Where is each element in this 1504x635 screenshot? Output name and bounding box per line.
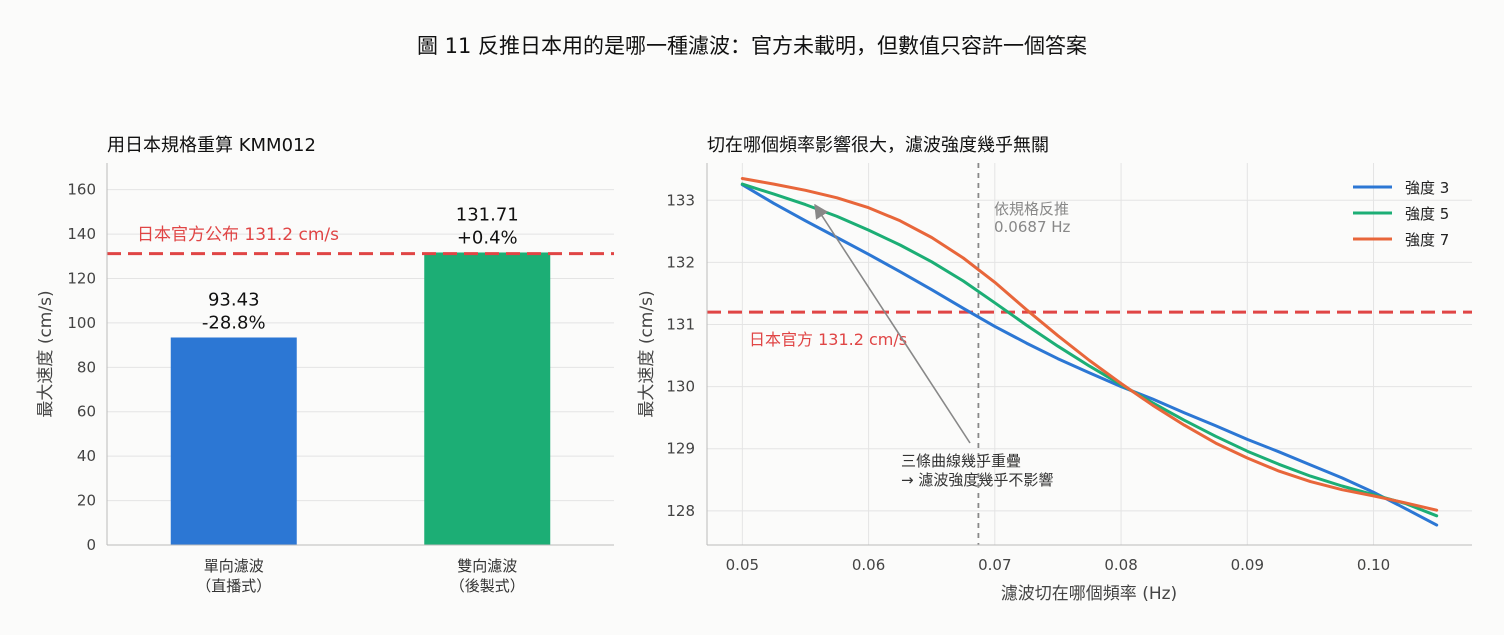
annotation-arrow (814, 203, 971, 444)
left-x-tick-label: 雙向濾波 (457, 557, 517, 575)
left-y-tick-label: 60 (77, 403, 96, 421)
right-y-tick-labels: 128 129 130 131 132 133 (666, 191, 695, 520)
right-x-tick-label: 0.08 (1104, 556, 1137, 574)
left-y-tick-label: 20 (77, 492, 96, 510)
right-y-tick-label: 130 (666, 378, 695, 396)
bar (424, 252, 551, 546)
left-y-tick-label: 160 (67, 181, 96, 199)
right-y-tick-label: 133 (666, 191, 695, 209)
left-panel-title: 用日本規格重算 KMM012 (107, 135, 316, 156)
left-y-tick-label: 140 (67, 225, 96, 243)
left-y-axis-label: 最大速度 (cm/s) (36, 290, 56, 417)
left-y-tick-label: 0 (86, 536, 96, 554)
right-x-tick-label: 0.09 (1231, 556, 1264, 574)
bar-percent-label: +0.4% (457, 227, 518, 248)
cutoff-label-line-1: 依規格反推 (994, 200, 1069, 218)
right-panel-title: 切在哪個頻率影響很大，濾波強度幾乎無關 (707, 135, 1049, 156)
series-line-strength-3 (740, 183, 1439, 527)
right-x-tick-label: 0.10 (1357, 556, 1390, 574)
legend-label: 強度 3 (1405, 179, 1449, 197)
right-y-tick-label: 129 (666, 440, 695, 458)
left-y-tick-labels: 0 20 40 60 80 100 120 140 160 (67, 181, 96, 554)
legend-label: 強度 5 (1405, 205, 1449, 223)
left-y-tick-label: 100 (67, 314, 96, 332)
right-x-tick-labels: 0.05 0.06 0.07 0.08 0.09 0.10 (726, 556, 1391, 574)
left-y-tick-label: 80 (77, 358, 96, 376)
figure-title: 圖 11 反推日本用的是哪一種濾波：官方未載明，但數值只容許一個答案 (416, 34, 1088, 58)
right-y-tick-label: 128 (666, 502, 695, 520)
official-reference-label: 日本官方公布 131.2 cm/s (137, 225, 339, 245)
right-y-tick-label: 132 (666, 253, 695, 271)
bar (170, 337, 297, 545)
right-x-tick-label: 0.07 (978, 556, 1011, 574)
series-line-strength-5 (740, 182, 1439, 518)
right-y-axis-label: 最大速度 (cm/s) (637, 290, 657, 417)
cutoff-label-line-2: 0.0687 Hz (994, 218, 1071, 236)
left-x-tick-sublabel: （後製式） (450, 577, 525, 595)
right-x-tick-label: 0.06 (852, 556, 885, 574)
bar-percent-label: -28.8% (202, 312, 266, 333)
left-x-tick-labels: 單向濾波 （直播式） 雙向濾波 （後製式） (196, 557, 525, 595)
official-reference-label-right: 日本官方 131.2 cm/s (749, 330, 907, 349)
legend: 強度 3 強度 5 強度 7 (1353, 179, 1449, 249)
line-chart-panel: 日本官方 131.2 cm/s 依規格反推 0.0687 Hz 三條曲線幾乎重疊… (637, 135, 1472, 604)
right-x-axis-label: 濾波切在哪個頻率 (Hz) (1001, 584, 1177, 604)
left-x-tick-label: 單向濾波 (204, 557, 264, 575)
legend-label: 強度 7 (1405, 231, 1449, 249)
bar-value-label: 93.43 (208, 289, 260, 310)
bars (170, 252, 551, 546)
bar-data-labels: 93.43-28.8% 131.71+0.4% (202, 204, 519, 333)
right-gridlines (707, 163, 1472, 545)
annotation-line-1: 三條曲線幾乎重疊 (901, 452, 1021, 470)
right-y-tick-label: 131 (666, 315, 695, 333)
bar-value-label: 131.71 (456, 204, 519, 225)
series-lines (740, 177, 1439, 527)
series-line-strength-7 (740, 177, 1439, 512)
left-x-tick-sublabel: （直播式） (196, 577, 271, 595)
left-y-tick-label: 40 (77, 447, 96, 465)
left-y-tick-label: 120 (67, 269, 96, 287)
bar-chart-panel: 日本官方公布 131.2 cm/s 93.43-28.8% 131.71+0.4%… (36, 135, 614, 595)
right-x-tick-label: 0.05 (726, 556, 759, 574)
annotation-line-2: → 濾波強度幾乎不影響 (901, 471, 1053, 489)
